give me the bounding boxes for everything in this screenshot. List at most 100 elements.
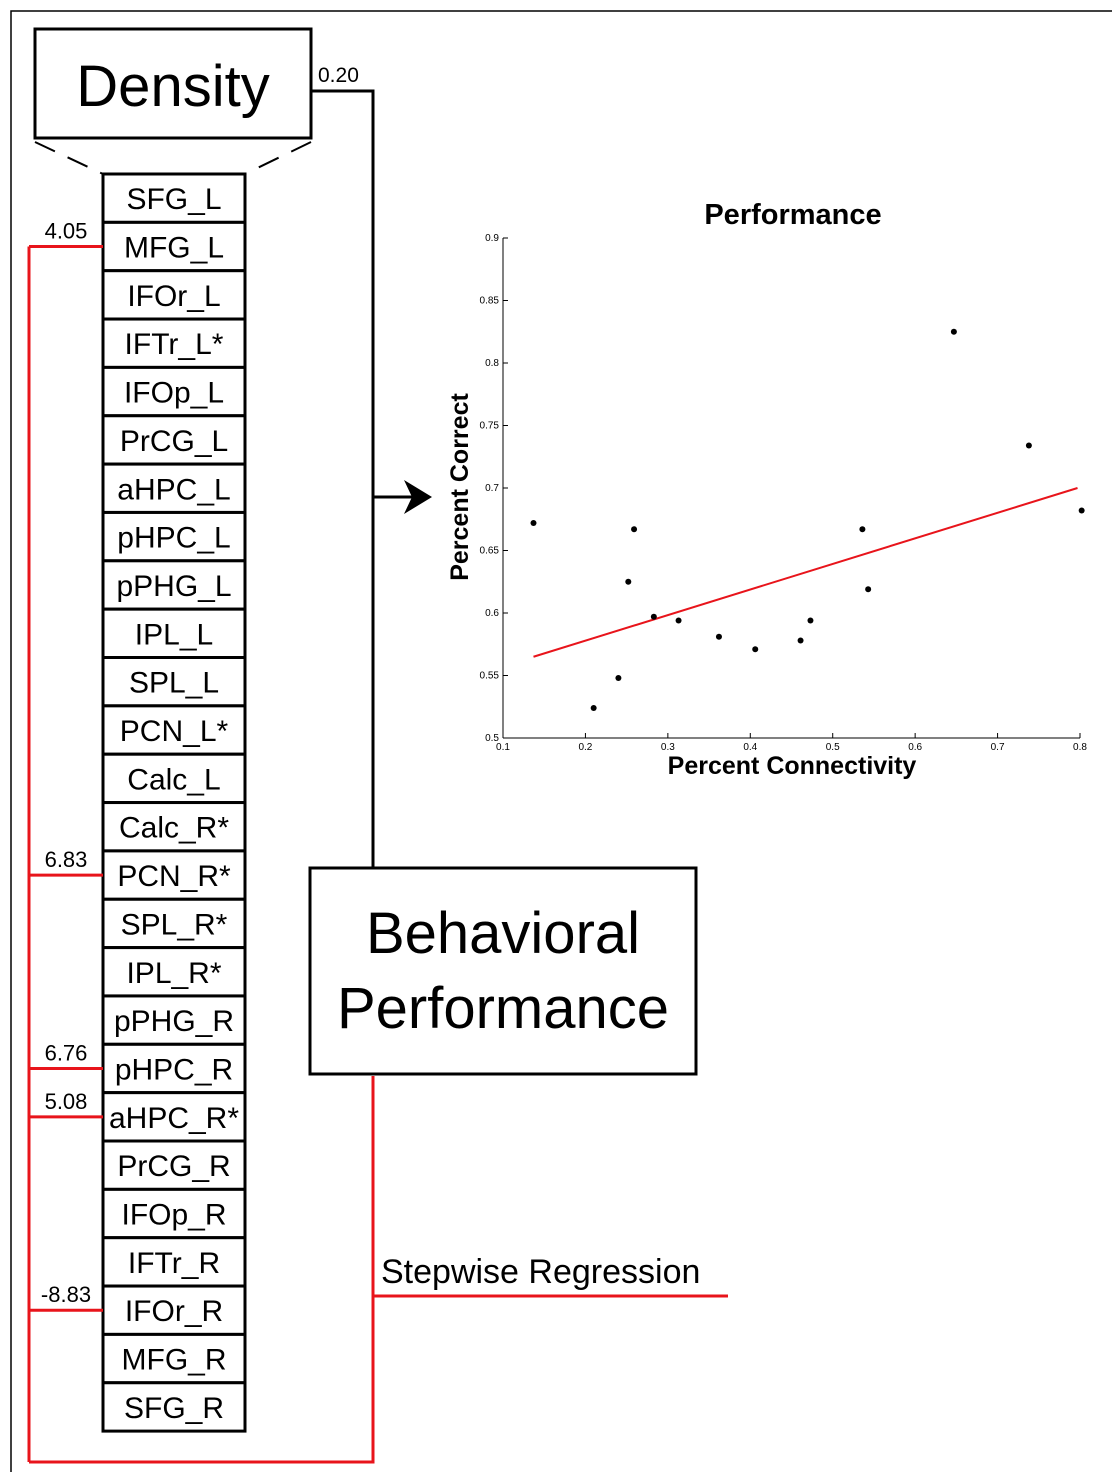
behavior-line1: Behavioral [366,901,640,966]
region-label: MFG_L [124,232,224,265]
region-cell-box [101,462,247,514]
behavior-node: Behavioral Performance [308,866,698,1076]
region-label: IFOp_R [121,1199,226,1232]
region-cell: SPL_L [101,656,247,708]
data-point [625,578,632,585]
region-label: SFG_L [126,183,221,216]
region-cell: PCN_R* [101,849,247,901]
x-tick-label: 0.6 [908,742,922,753]
data-point [650,613,657,620]
y-tick-label: 0.8 [485,358,499,369]
region-label: IFTr_R [128,1247,220,1280]
region-cell: IFTr_L* [101,317,247,369]
data-point [1025,442,1032,449]
x-tick-label: 0.1 [496,742,510,753]
region-cell-box [101,656,247,708]
region-cell: IFOr_L [101,269,247,321]
region-cell-box [101,946,247,998]
fit-line [533,487,1078,658]
region-label: IFOp_L [124,377,224,410]
data-point [797,637,804,644]
region-cell: IPL_R* [101,946,247,998]
region-cell: IFOp_R [101,1187,247,1240]
region-cell-box [101,849,247,901]
data-point [752,646,759,653]
region-cell-box [101,269,247,321]
coefficient-label: 5.08 [45,1089,88,1114]
y-tick-label: 0.5 [485,733,499,744]
behavior-line2: Performance [337,976,669,1041]
data-point [631,526,638,533]
y-tick-label: 0.75 [480,421,500,432]
region-cell: IFOp_L [101,365,247,418]
region-label: pHPC_R [115,1053,233,1086]
region-cell: Calc_R* [101,801,247,853]
y-tick-label: 0.85 [480,296,500,307]
region-cell: PrCG_R [101,1139,247,1191]
density-box [33,27,313,140]
region-cell: aHPC_R* [101,1091,247,1143]
data-point [807,617,814,624]
density-title: Density [76,54,269,119]
region-cell-box [101,1236,247,1288]
region-cell-box [101,897,247,950]
region-label: PrCG_R [117,1150,230,1183]
y-tick-label: 0.6 [485,608,499,619]
data-point [859,526,866,533]
region-cell-box [101,994,247,1046]
region-cell: pHPC_R [101,1042,247,1095]
region-cell: IFOr_R [101,1284,247,1336]
region-label: MFG_R [122,1344,227,1377]
region-cell: pPHG_R [101,994,247,1046]
region-cell: SPL_R* [101,897,247,950]
region-column: SFG_L MFG_L IFOr_L IFTr_L* IFOp_L PrCG_L aHPC_… [101,172,247,1433]
region-cell-box [101,607,247,660]
region-label: IPL_R* [126,957,221,990]
region-cell-box [101,510,247,563]
x-axis-label: Percent Connectivity [668,752,917,780]
region-cell: pPHG_L [101,559,247,611]
coefficient-label: 6.76 [45,1040,88,1065]
data-point [675,617,682,624]
region-label: SFG_R [124,1392,224,1425]
data-point [1078,507,1085,514]
data-point [590,705,597,711]
region-label: IFTr_L* [125,328,224,361]
region-label: IPL_L [135,618,213,651]
axis-ticks: 0.5 0.55 0.6 0.65 0.7 0.75 0.8 0.85 0.9 0.1 0.2 0.3… [480,233,1088,753]
region-cell-box [101,801,247,853]
region-label: SPL_L [129,667,219,700]
x-tick-label: 0.3 [661,742,675,753]
x-tick-label: 0.4 [743,742,757,753]
coefficient-label: 4.05 [45,219,88,244]
density-weight: 0.20 [318,64,359,87]
y-tick-label: 0.55 [480,671,500,682]
outer-frame [10,10,1112,1472]
region-cell: PCN_L* [101,704,247,756]
region-label: PCN_L* [120,715,229,748]
coefficient-label: -8.83 [41,1282,91,1307]
scatter-plot: Performance Percent Connectivity Percent… [446,199,1087,780]
region-cell: MFG_R [101,1332,247,1385]
region-label: aHPC_R* [109,1102,239,1135]
region-label: SPL_R* [121,908,228,941]
region-label: pPHG_L [116,570,231,603]
y-axis-label: Percent Correct [446,393,474,581]
data-point [530,520,537,526]
data-point [865,586,872,593]
region-label: Calc_R* [119,812,229,845]
coefficient-group: 4.05 6.83 6.76 5.08 -8.83 [29,219,103,1312]
coefficient-label: 6.83 [45,847,88,872]
region-label: PCN_R* [117,860,231,893]
regression-bracket-bottom [29,1076,375,1464]
x-tick-label: 0.8 [1073,742,1087,753]
region-cell: SFG_R [101,1381,247,1433]
region-cell: IFTr_R [101,1236,247,1288]
data-point [950,328,957,335]
region-label: IFOr_L [127,280,220,313]
region-label: pHPC_L [117,522,230,555]
region-cell-box [101,414,247,466]
region-cell-box [101,220,247,273]
y-tick-label: 0.65 [480,546,500,557]
data-point [715,633,722,640]
